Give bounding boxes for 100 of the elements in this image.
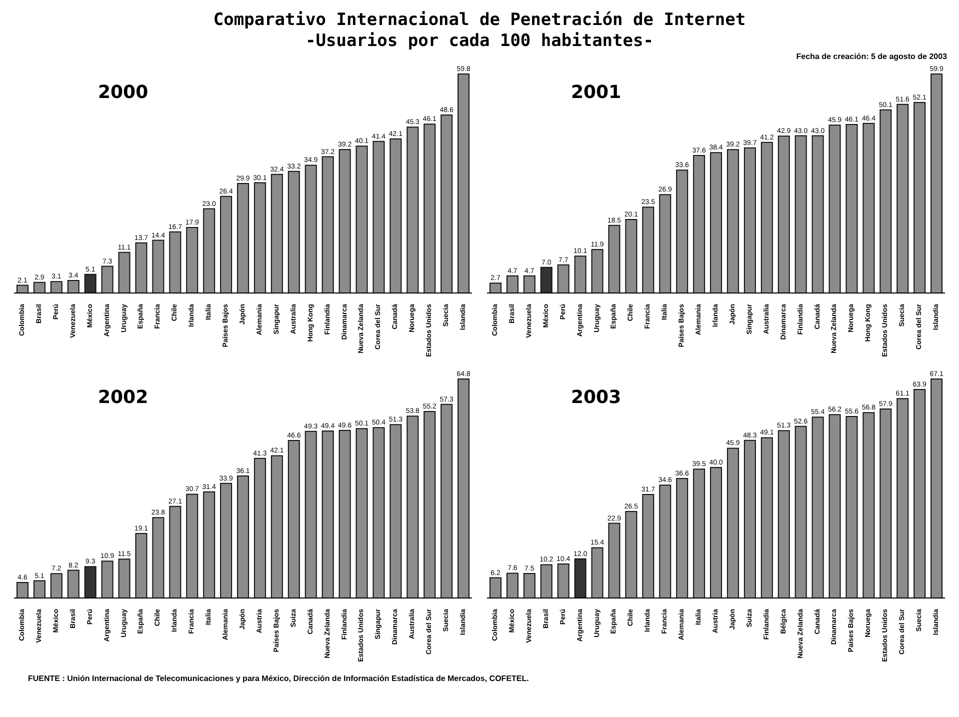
bar	[135, 532, 148, 598]
bar	[440, 114, 453, 294]
bar	[338, 148, 351, 294]
bar	[744, 440, 756, 598]
text: 2000	[98, 82, 148, 103]
bar	[356, 146, 368, 294]
bar	[574, 558, 586, 598]
bar	[930, 378, 943, 598]
bar	[372, 140, 385, 294]
bar	[424, 124, 436, 294]
bar	[625, 219, 638, 294]
bar	[50, 281, 62, 294]
bar	[270, 174, 283, 294]
bar	[67, 280, 80, 294]
bar	[490, 577, 502, 598]
bar	[288, 440, 300, 598]
bar	[608, 224, 620, 294]
bar	[152, 517, 164, 598]
source-note: FUENTE : Unión Internacional de Telecomunicaciones y para México, Dirección de Información Estadística de Mercados, COFETEL.	[28, 674, 530, 683]
bar	[896, 398, 909, 598]
bar	[33, 580, 46, 598]
bar	[338, 430, 351, 598]
bar	[591, 248, 604, 294]
bar	[186, 494, 198, 598]
bar	[914, 388, 926, 598]
bar	[356, 428, 368, 598]
bar	[406, 416, 419, 598]
bar	[794, 135, 807, 294]
bar	[642, 494, 654, 598]
bar	[914, 102, 926, 294]
bar	[203, 491, 216, 598]
bar	[458, 74, 470, 294]
bar	[270, 455, 283, 598]
bar	[118, 252, 130, 294]
bar	[304, 164, 317, 294]
bar	[880, 109, 892, 294]
bar	[591, 547, 604, 598]
text: Fecha de creación: 5 de agosto de 2003	[796, 52, 947, 61]
bar	[169, 506, 182, 598]
bar	[101, 266, 114, 294]
bar	[557, 564, 570, 598]
bar	[506, 275, 518, 294]
bar	[220, 196, 232, 294]
bar	[676, 170, 688, 294]
bar	[710, 152, 722, 294]
bar	[135, 242, 148, 294]
bar	[778, 430, 790, 598]
bar	[33, 282, 46, 294]
bar	[726, 149, 739, 294]
bar	[322, 156, 334, 294]
bar	[557, 264, 570, 294]
bar	[424, 410, 436, 598]
bar	[574, 256, 586, 294]
bar	[67, 570, 80, 598]
bar	[186, 226, 198, 294]
bar	[625, 511, 638, 598]
bar	[659, 484, 672, 598]
bar	[254, 182, 266, 294]
bar	[760, 142, 773, 294]
bar	[710, 466, 722, 598]
bar	[726, 448, 739, 598]
text: 2002	[98, 387, 148, 408]
bar	[523, 275, 536, 294]
bar	[540, 564, 552, 598]
bar	[540, 266, 552, 294]
bar	[203, 208, 216, 294]
bar	[169, 231, 182, 294]
bar	[84, 274, 96, 294]
text: 2001	[571, 82, 622, 103]
bar	[372, 427, 385, 598]
bar	[812, 135, 824, 294]
bar	[506, 572, 518, 598]
bar	[812, 416, 824, 598]
bar	[523, 573, 536, 598]
bar	[896, 104, 909, 294]
bar	[390, 138, 402, 294]
bar	[880, 408, 892, 598]
bar	[458, 378, 470, 598]
bar	[828, 124, 841, 294]
bar	[608, 522, 620, 598]
bar	[16, 582, 28, 598]
bar	[659, 194, 672, 294]
text: -Usuarios por cada 100 habitantes-	[304, 31, 654, 52]
bar	[693, 155, 706, 294]
bar	[101, 560, 114, 598]
bar	[118, 558, 130, 598]
bar	[862, 122, 875, 294]
text: 2003	[571, 387, 622, 408]
bar	[304, 430, 317, 598]
bar	[406, 126, 419, 294]
bar	[237, 183, 250, 294]
bar	[760, 437, 773, 598]
bar	[862, 412, 875, 598]
bar	[676, 478, 688, 598]
bar	[642, 206, 654, 294]
bar	[390, 424, 402, 598]
text: Comparativo Internacional de Penetración de Internet	[212, 10, 747, 31]
bar	[490, 282, 502, 294]
bar	[50, 573, 62, 598]
bar	[322, 430, 334, 598]
